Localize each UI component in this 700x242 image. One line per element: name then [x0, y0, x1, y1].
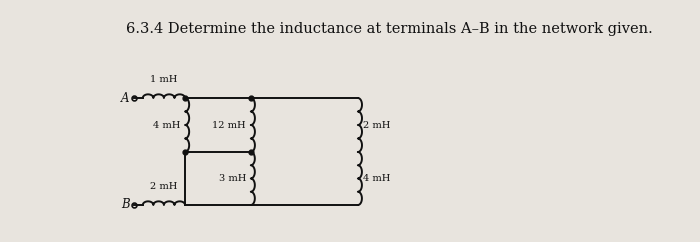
- Text: 2 mH: 2 mH: [363, 121, 390, 129]
- Text: A: A: [121, 91, 130, 105]
- Text: 3 mH: 3 mH: [218, 174, 246, 183]
- Text: 12 mH: 12 mH: [213, 121, 246, 129]
- Text: 2 mH: 2 mH: [150, 182, 178, 191]
- Text: 4 mH: 4 mH: [363, 174, 390, 183]
- Text: 1 mH: 1 mH: [150, 75, 178, 84]
- Text: B: B: [121, 198, 130, 212]
- Text: 6.3.4 Determine the inductance at terminals A–B in the network given.: 6.3.4 Determine the inductance at termin…: [127, 22, 653, 36]
- Text: 4 mH: 4 mH: [153, 121, 181, 129]
